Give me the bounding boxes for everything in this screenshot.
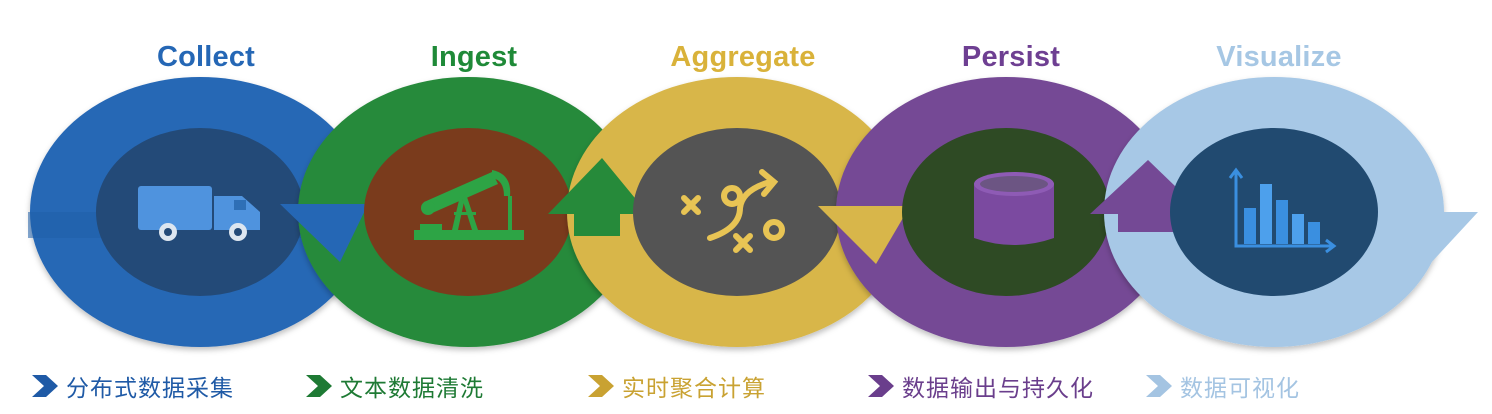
stage-persist <box>818 77 1176 347</box>
chevron-right-icon <box>588 375 614 397</box>
chevron-right-icon <box>868 375 894 397</box>
chevron-right-icon <box>32 375 58 397</box>
caption-text-persist: 数据输出与持久化 <box>902 376 1094 402</box>
arrow-visualize-out <box>1380 212 1478 266</box>
strategy-play-icon <box>681 169 785 253</box>
stage-aggregate <box>548 77 907 347</box>
oil-pump-icon <box>414 170 524 240</box>
caption-collect: 分布式数据采集 <box>30 366 234 406</box>
stage-title-collect: Collect <box>157 41 255 73</box>
caption-text-ingest: 文本数据清洗 <box>340 376 484 402</box>
pipeline-diagram: Collect Ingest Aggregate Persist Visuali… <box>28 41 1478 347</box>
arrow-collect-to-ingest <box>280 196 372 262</box>
caption-persist: 数据输出与持久化 <box>866 366 1094 406</box>
database-icon <box>974 172 1054 245</box>
caption-aggregate: 实时聚合计算 <box>586 366 766 406</box>
stage-title-ingest: Ingest <box>431 41 518 73</box>
caption-text-collect: 分布式数据采集 <box>66 376 234 402</box>
chevron-right-icon <box>306 375 332 397</box>
caption-visualize: 数据可视化 <box>1144 366 1300 406</box>
stage-title-aggregate: Aggregate <box>670 41 815 73</box>
caption-row: 分布式数据采集 文本数据清洗 实时聚合计算 数据输出与持久化 数据可视化 <box>0 366 1492 406</box>
bar-chart-icon <box>1228 167 1337 254</box>
stage-visualize <box>1090 77 1478 347</box>
stage-title-visualize: Visualize <box>1216 41 1341 73</box>
arrow-aggregate-to-persist <box>818 206 910 264</box>
stage-title-persist: Persist <box>962 41 1060 73</box>
chevron-right-icon <box>1146 375 1172 397</box>
caption-text-aggregate: 实时聚合计算 <box>622 376 766 402</box>
caption-text-visualize: 数据可视化 <box>1180 376 1300 402</box>
arrow-ingest-to-aggregate <box>548 158 648 236</box>
inner-visualize <box>1170 128 1378 296</box>
caption-ingest: 文本数据清洗 <box>304 366 484 406</box>
truck-icon <box>138 186 260 241</box>
stage-collect <box>28 77 370 347</box>
stage-ingest <box>280 77 638 347</box>
